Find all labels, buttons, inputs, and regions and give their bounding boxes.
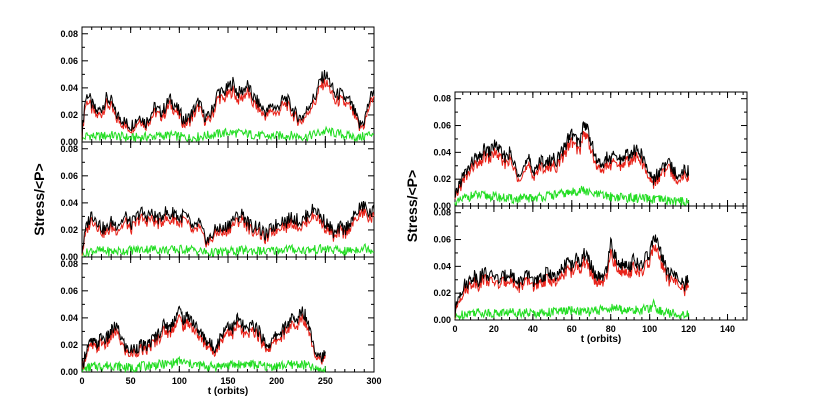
left-panel-1: 0.00 0.02 0.04 0.06 0.08 xyxy=(60,26,375,147)
y-tick-label: 0.00 xyxy=(433,201,451,211)
y-tick-label: 0.02 xyxy=(60,110,78,120)
y-tick-label: 0.00 xyxy=(433,315,451,325)
y-tick-label: 0.06 xyxy=(433,235,451,245)
x-tick-label: 0 xyxy=(79,376,84,386)
y-tick-label: 0.02 xyxy=(60,340,78,350)
series-black-line xyxy=(81,305,326,368)
y-tick-label: 0.02 xyxy=(433,174,451,184)
y-tick-label: 0.08 xyxy=(60,144,78,154)
y-axis-title: Stress/<P> xyxy=(404,170,420,242)
x-tick-label: 40 xyxy=(528,324,538,334)
series-black-line xyxy=(81,70,375,143)
x-tick-label: 0 xyxy=(452,324,457,334)
y-tick-label: 0.04 xyxy=(433,147,451,157)
y-tick-label: 0.08 xyxy=(433,94,451,104)
x-tick-label: 300 xyxy=(366,376,381,386)
series-red-line xyxy=(454,130,690,200)
series-green-line xyxy=(454,298,690,321)
x-tick-label: 150 xyxy=(220,376,235,386)
y-tick-label: 0.02 xyxy=(433,288,451,298)
series-green-line xyxy=(454,185,690,207)
x-tick-label: 140 xyxy=(720,324,735,334)
x-tick-label: 20 xyxy=(489,324,499,334)
y-tick-label: 0.00 xyxy=(60,367,78,377)
series-black-line xyxy=(81,201,375,254)
left-panel-2: 0.00 0.02 0.04 0.06 0.08 xyxy=(60,141,375,262)
left-panel-3: 0.00 0.02 0.04 0.06 0.08 xyxy=(60,256,375,377)
series-green-line xyxy=(81,243,375,258)
series-green-line xyxy=(81,125,375,143)
panel-frame xyxy=(81,141,375,258)
series-black-line xyxy=(454,234,690,318)
y-tick-label: 0.08 xyxy=(433,208,451,218)
y-tick-label: 0.02 xyxy=(60,225,78,235)
x-tick-label: 100 xyxy=(642,324,657,334)
x-tick-label: 80 xyxy=(606,324,616,334)
y-axis-title: Stress/<P> xyxy=(31,163,47,235)
series-green-line xyxy=(82,355,326,374)
right-panel-2: 0.00 0.02 0.04 0.06 0.08 xyxy=(433,205,748,325)
right-panel-1: 0.00 0.02 0.04 0.06 0.08 xyxy=(433,91,748,211)
y-tick-label: 0.04 xyxy=(60,313,78,323)
panel-frame xyxy=(454,205,748,321)
x-tick-label: 100 xyxy=(172,376,187,386)
left-chart: 0.000.020.040.060.080.000.020.040.060.08… xyxy=(31,26,382,397)
y-tick-label: 0.04 xyxy=(60,83,78,93)
y-tick-label: 0.06 xyxy=(60,171,78,181)
y-tick-label: 0.04 xyxy=(433,261,451,271)
x-tick-label: 60 xyxy=(567,324,577,334)
y-tick-label: 0.06 xyxy=(433,121,451,131)
y-tick-label: 0.08 xyxy=(60,29,78,39)
y-tick-label: 0.06 xyxy=(60,286,78,296)
x-tick-label: 50 xyxy=(126,376,136,386)
x-tick-label: 120 xyxy=(681,324,696,334)
y-tick-label: 0.04 xyxy=(60,198,78,208)
y-tick-label: 0.08 xyxy=(60,259,78,269)
x-axis-title: t (orbits) xyxy=(581,334,622,345)
x-axis-title: t (orbits) xyxy=(208,386,249,397)
series-black-line xyxy=(454,121,690,198)
right-chart: 0.000.020.040.060.080.000.020.040.060.08… xyxy=(404,91,748,345)
y-tick-label: 0.00 xyxy=(60,252,78,262)
series-red-line xyxy=(81,78,375,142)
y-tick-label: 0.00 xyxy=(60,137,78,147)
series-red-line xyxy=(81,208,375,256)
x-tick-label: 250 xyxy=(318,376,333,386)
x-tick-label: 200 xyxy=(269,376,284,386)
y-tick-label: 0.06 xyxy=(60,56,78,66)
